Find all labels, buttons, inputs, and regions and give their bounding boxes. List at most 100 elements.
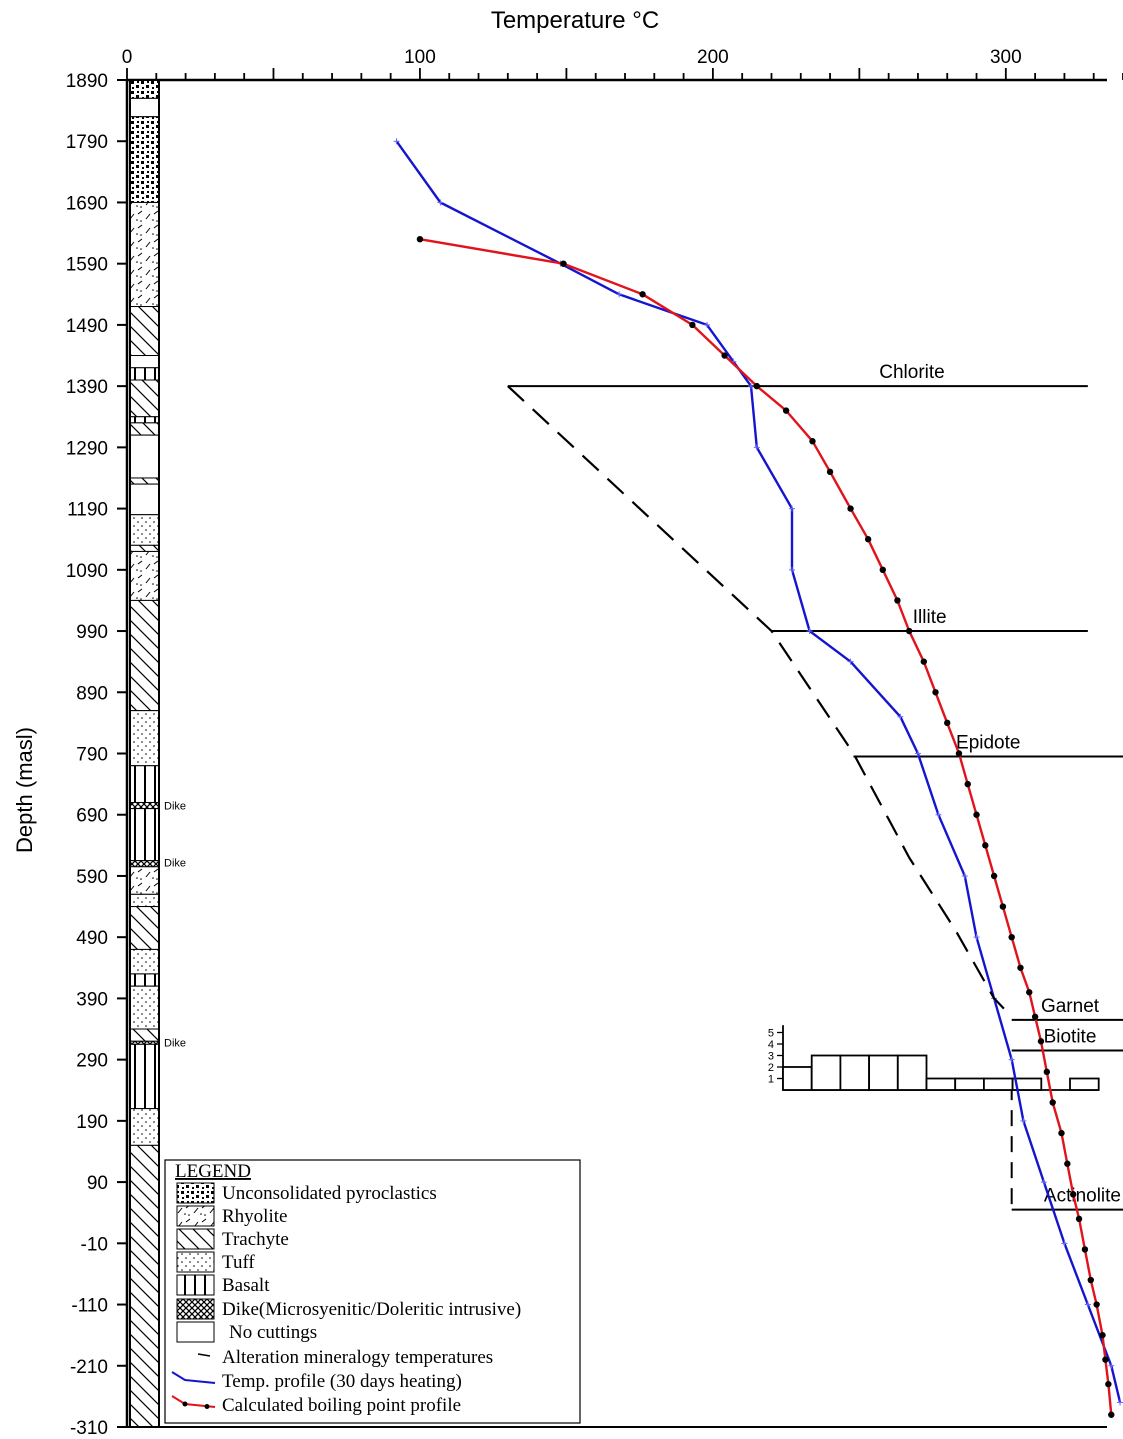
lithology-layer <box>129 710 160 767</box>
temp-profile-marker <box>1117 1399 1123 1406</box>
temp-profile-marker <box>806 628 813 635</box>
temp-profile-marker <box>747 383 754 390</box>
y-tick-label: 790 <box>76 745 108 766</box>
x-tick-label: 0 <box>122 47 133 68</box>
histogram-tick-label: 2 <box>768 1062 774 1074</box>
data-series <box>393 138 1123 1418</box>
lithology-layer <box>129 483 160 516</box>
lithology-layer <box>129 379 160 418</box>
boiling-point-marker <box>894 597 901 604</box>
lithology-layer <box>129 116 160 203</box>
temp-profile-marker <box>897 713 904 720</box>
legend-item-label: Tuff <box>222 1252 255 1273</box>
histogram-bar <box>896 1054 928 1091</box>
boiling-point-marker <box>999 903 1007 910</box>
legend-item-label: Alteration mineralogy temperatures <box>222 1347 493 1368</box>
mineral-label: Biotite <box>1044 1026 1097 1047</box>
temp-profile-marker <box>616 291 623 298</box>
legend-title: LEGEND <box>175 1161 251 1182</box>
y-tick-label: 1590 <box>66 255 108 276</box>
temp-profile-marker <box>973 934 980 941</box>
lithology-layer <box>129 973 160 987</box>
boiling-point-marker <box>1093 1301 1100 1308</box>
y-tick-label: 690 <box>76 806 108 827</box>
lithology-layer <box>129 550 160 601</box>
boiling-point-marker <box>955 750 963 757</box>
mineral-label: Illite <box>913 607 947 628</box>
lithology-border <box>129 79 160 1428</box>
legend-line-swatch <box>171 1371 216 1384</box>
boiling-point-marker <box>932 689 939 696</box>
lithology-layer <box>129 416 160 424</box>
boiling-point-marker <box>1043 1068 1051 1076</box>
temp-profile-marker <box>914 750 921 757</box>
boiling-point-marker <box>944 719 951 727</box>
x-tick-label: 200 <box>697 47 729 68</box>
histogram-bar <box>839 1054 871 1091</box>
lithology-layer <box>129 948 160 975</box>
legend-swatch <box>176 1182 215 1204</box>
legend-marker <box>182 1401 188 1407</box>
axes: 0 100 200 300189017901690159014901390129011… <box>66 47 1123 1439</box>
boiling-point-marker <box>689 321 696 329</box>
boiling-point-marker <box>964 780 971 788</box>
temp-profile-marker <box>1061 1240 1068 1247</box>
lithology-layer <box>129 201 160 308</box>
boiling-point-marker <box>753 382 761 390</box>
boiling-point-marker <box>1058 1129 1065 1137</box>
legend-item-label: No cuttings <box>229 1322 317 1343</box>
legend-item-label: Dike(Microsyenitic/Doleritic intrusive) <box>222 1299 521 1320</box>
legend-swatch <box>176 1228 215 1250</box>
boiling-point-marker <box>847 505 854 512</box>
lithology-layer <box>129 599 160 712</box>
dike-label: Dike <box>164 857 186 869</box>
temp-profile-marker <box>935 811 942 818</box>
alteration-temperature-line <box>507 385 1013 1018</box>
y-tick-label: 1290 <box>66 438 108 459</box>
histogram-bar <box>925 1077 957 1091</box>
lithology-layer <box>129 866 160 895</box>
temp-profile-marker <box>753 444 760 451</box>
dike-label: Dike <box>164 801 186 813</box>
legend-swatch <box>176 1321 215 1343</box>
temp-profile-marker <box>437 199 444 206</box>
legend-item-label: Basalt <box>222 1275 270 1296</box>
boiling-point-marker <box>639 291 646 298</box>
temp-profile-marker <box>788 566 795 573</box>
lithology-layer <box>129 985 160 1030</box>
x-axis-title: Temperature °C <box>491 7 659 34</box>
boiling-point-marker <box>1105 1380 1112 1388</box>
legend-item-label: Rhyolite <box>222 1206 287 1227</box>
y-tick-label: 290 <box>76 1051 108 1072</box>
temp-profile-marker <box>1020 1117 1027 1124</box>
boiling-point-marker <box>1075 1215 1083 1223</box>
legend-swatch <box>176 1274 215 1296</box>
boiling-point-marker <box>982 842 989 849</box>
boiling-point-marker <box>416 235 424 243</box>
temp-profile-marker <box>961 872 968 879</box>
lithology-layer <box>129 306 160 357</box>
y-tick-label: 1190 <box>67 500 108 521</box>
lithology-layer <box>129 79 160 99</box>
boiling-point-marker <box>560 260 567 267</box>
lithology-layer <box>129 514 160 546</box>
lithology-layer <box>129 1043 160 1110</box>
boiling-point-marker <box>782 407 790 414</box>
lithology-layer <box>129 860 160 868</box>
histogram-bar <box>782 1066 813 1091</box>
boiling-point-marker <box>826 468 834 476</box>
x-tick-label: 300 <box>990 47 1022 68</box>
lithology-layer <box>129 765 160 803</box>
boiling-point-marker <box>721 352 728 359</box>
histogram-tick-label: 3 <box>768 1051 774 1063</box>
y-tick-label: 190 <box>76 1112 108 1133</box>
lithology-column: Dike Dike Dike <box>129 79 186 1428</box>
y-tick-label: -10 <box>81 1234 108 1255</box>
y-tick-label: 990 <box>76 622 108 643</box>
mineral-label: Chlorite <box>879 362 944 383</box>
boiling-point-marker <box>1026 989 1033 996</box>
boiling-point-marker <box>1037 1038 1045 1045</box>
dike-label: Dike <box>164 1037 186 1049</box>
